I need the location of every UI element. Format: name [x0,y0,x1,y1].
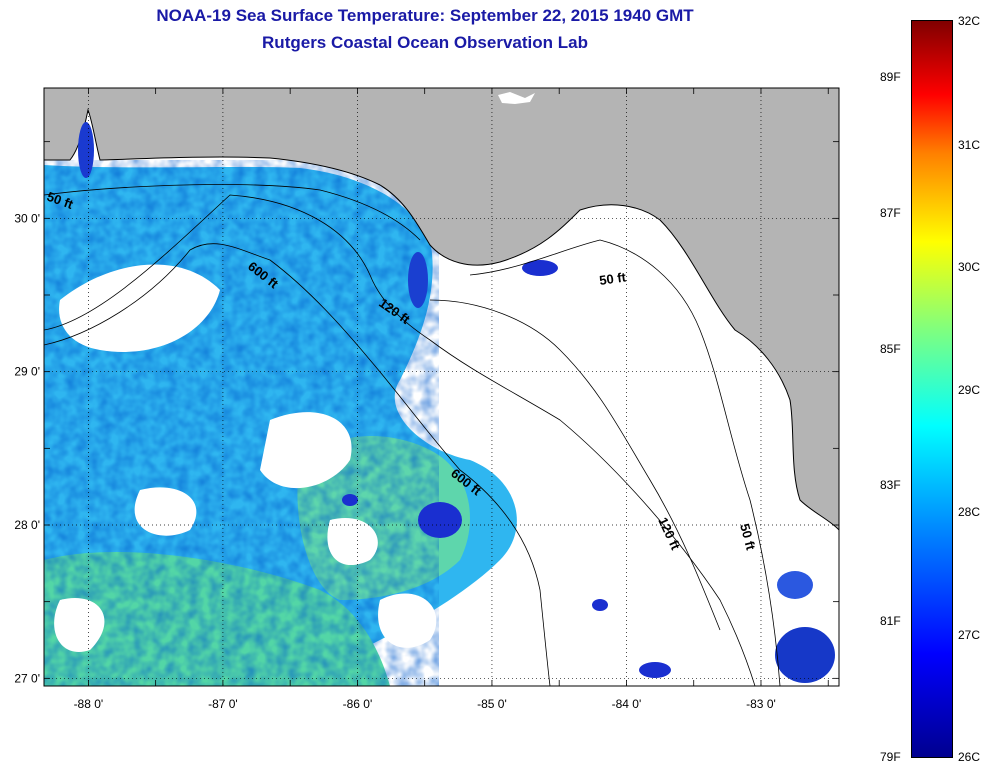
colorbar-label-f: 81F [880,614,901,628]
colorbar-label-c: 31C [958,138,981,152]
colorbar-label-f: 83F [880,478,901,492]
cloud-patch [54,598,105,652]
cold-patch [777,571,813,599]
bay [78,122,94,178]
lat-tick-label: 29 0' [14,365,40,379]
colorbar-label-c: 27C [958,628,981,642]
graticule [44,88,839,686]
cold-patch [775,627,835,683]
colorbar-label-c: 26C [958,750,981,764]
contour-120ft [44,194,756,686]
map-subtitle: Rutgers Coastal Ocean Observation Lab [262,33,588,52]
lon-tick-label: -83 0' [746,697,776,711]
map-title: NOAA-19 Sea Surface Temperature: Septemb… [156,6,694,25]
lon-tick-label: -88 0' [74,697,104,711]
cold-patch [342,494,358,506]
cold-patch [639,662,671,678]
temperature-colorbar [911,20,953,758]
map-frame [43,87,840,687]
coastline [44,108,839,531]
colorbar-label-f: 87F [880,206,901,220]
cold-patch [418,502,462,538]
colorbar-label-c: 30C [958,260,981,274]
cold-patch [522,260,558,276]
cloud-patch [327,518,378,566]
cloud-patch [134,487,197,536]
cold-patch [592,599,608,611]
lon-tick-label: -86 0' [343,697,373,711]
contour-label: 50 ft [737,522,759,552]
cold-patch [408,252,428,308]
cloud-patch [378,593,437,648]
colorbar-label-f: 85F [880,342,901,356]
lon-tick-label: -84 0' [612,697,642,711]
lat-tick-label: 27 0' [14,671,40,685]
colorbar-label-f: 89F [880,70,901,84]
contour-label: 50 ft [598,269,627,288]
lon-tick-label: -87 0' [208,697,238,711]
axis-tick-labels: -88 0' -87 0' -86 0' -85 0' -84 0' -83 0' 30 0… [14,211,775,711]
colorbar-label-c: 32C [958,14,981,28]
lat-tick-label: 28 0' [14,518,40,532]
contour-50ft-east [469,239,781,686]
contour-600ft [44,243,551,686]
lon-tick-label: -85 0' [477,697,507,711]
colorbar-label-f: 79F [880,750,901,764]
contour-50ft-west [44,184,421,241]
cloud-patch [260,412,352,489]
colorbar-label-c: 29C [958,383,981,397]
land [44,88,839,530]
lat-tick-label: 30 0' [14,211,40,225]
cloud-patch [59,264,221,352]
contour-120ft-east [429,299,721,631]
lake [498,92,535,104]
colorbar-label-c: 28C [958,505,981,519]
